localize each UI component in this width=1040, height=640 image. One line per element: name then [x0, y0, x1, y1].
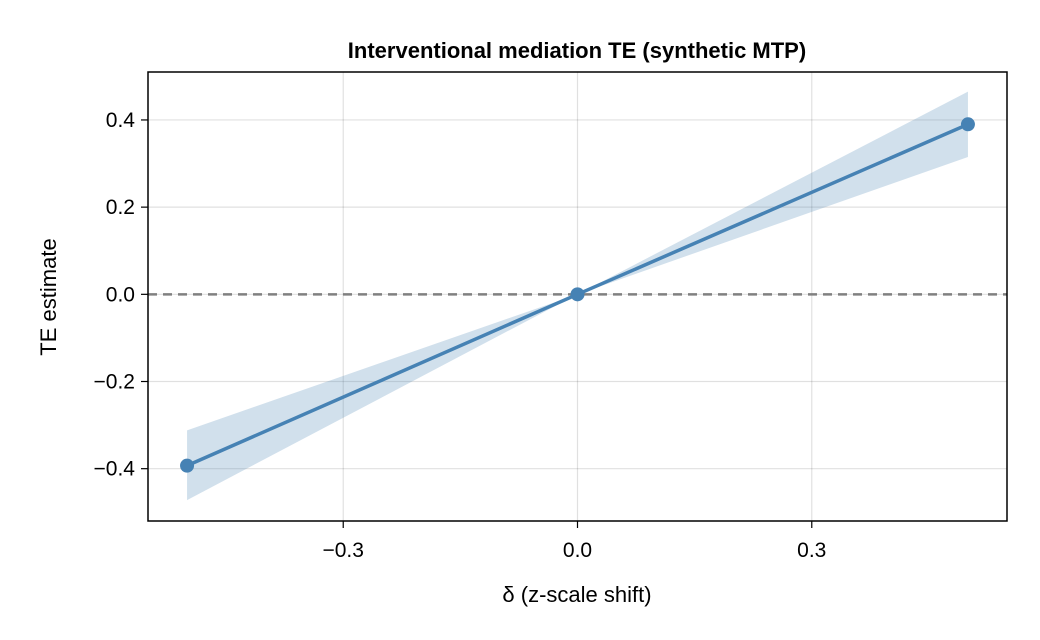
data-point	[180, 458, 195, 473]
x-tick-label: 0.3	[797, 539, 826, 562]
x-axis-label: δ (z-scale shift)	[502, 582, 651, 607]
x-axis-ticks: −0.3 0.0 0.3	[322, 521, 826, 562]
chart-title: Interventional mediation TE (synthetic M…	[348, 38, 806, 63]
y-tick-label: 0.4	[106, 109, 136, 132]
x-tick-label: −0.3	[322, 539, 363, 562]
y-axis-ticks: 0.4 0.2 0.0 −0.2 −0.4	[94, 109, 148, 481]
x-tick-label: 0.0	[563, 539, 592, 562]
y-tick-label: 0.0	[106, 283, 135, 306]
ci-band	[187, 91, 968, 501]
y-tick-label: 0.2	[106, 196, 135, 219]
confidence-band	[187, 91, 968, 501]
y-tick-label: −0.2	[94, 371, 135, 394]
y-axis-label: TE estimate	[36, 238, 61, 355]
data-point	[570, 287, 585, 302]
y-tick-label: −0.4	[94, 458, 136, 481]
data-point	[960, 117, 975, 132]
data-points	[180, 117, 975, 473]
